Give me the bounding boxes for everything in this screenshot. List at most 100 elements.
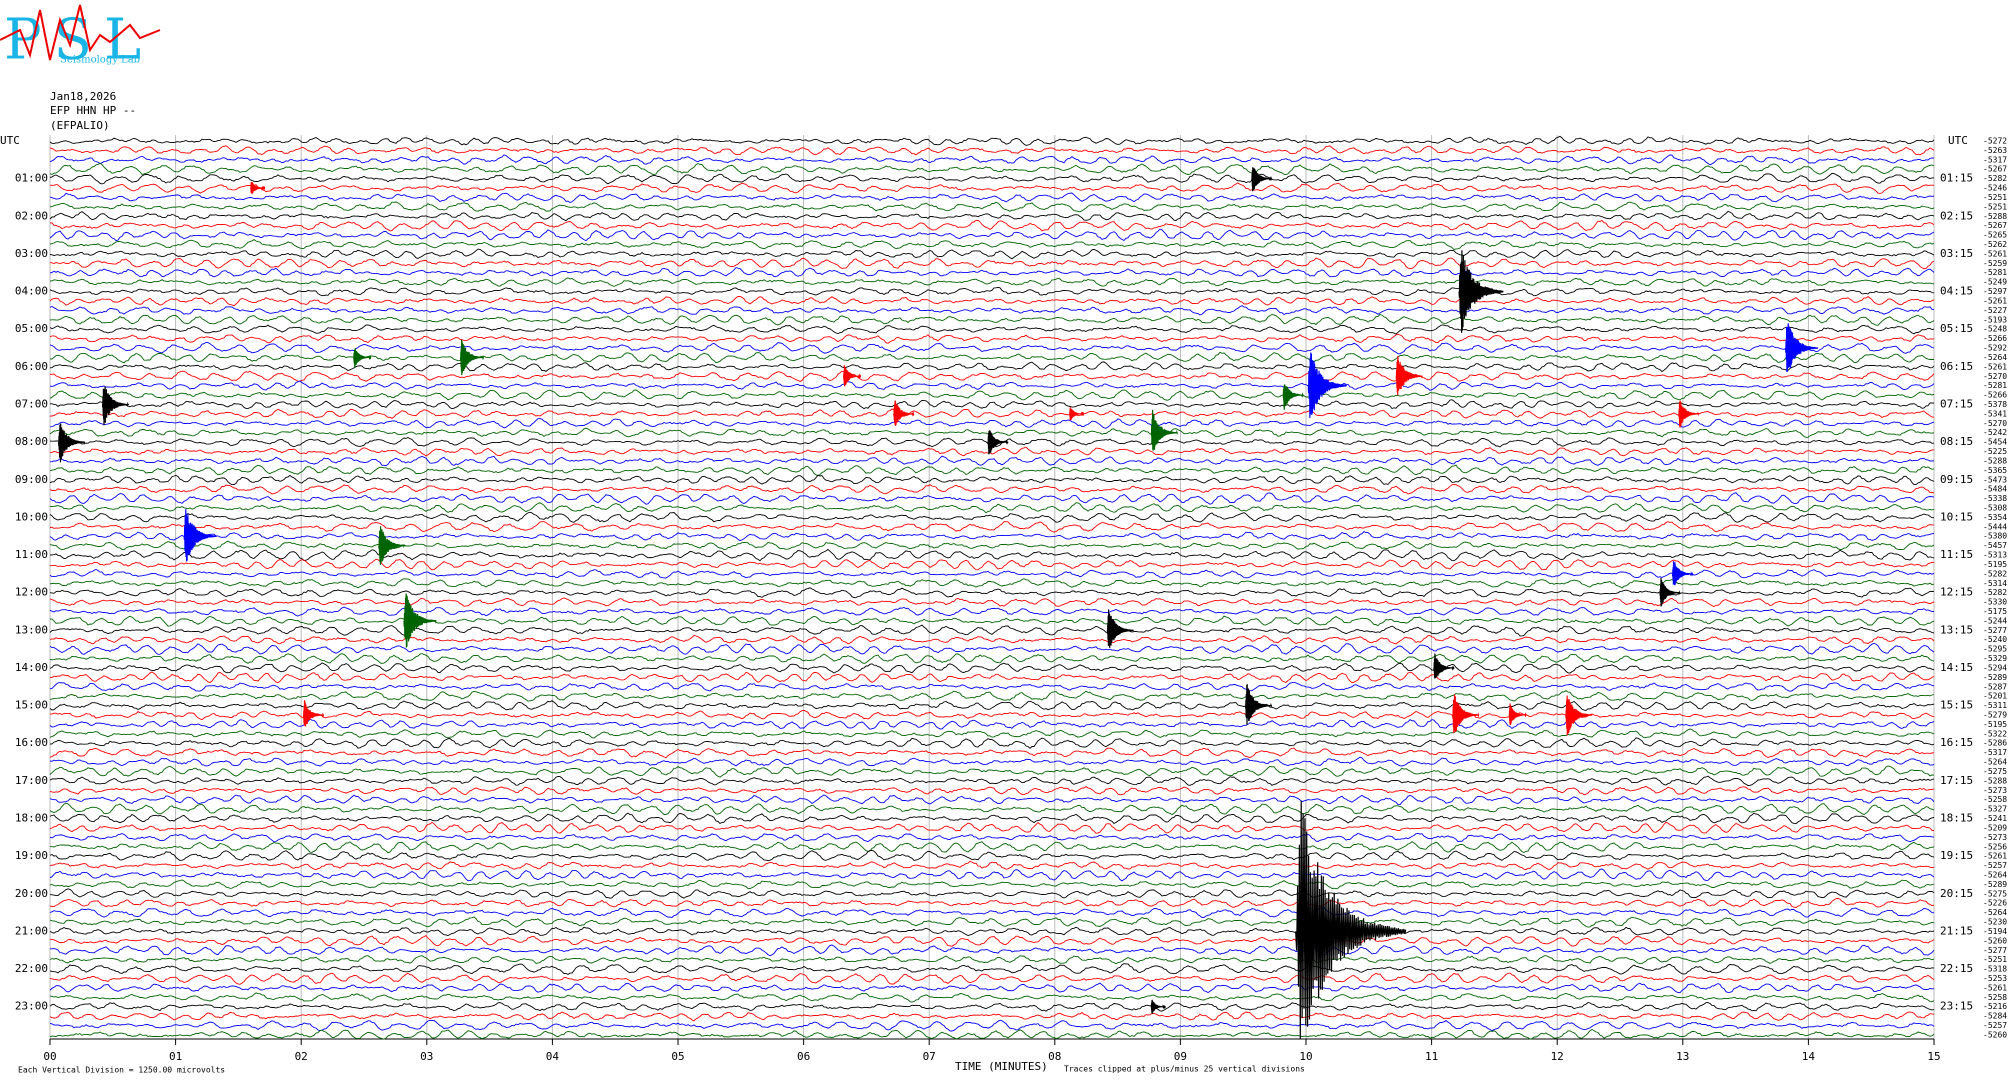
trace xyxy=(49,794,1935,806)
trace xyxy=(49,492,1935,505)
offset-label: -5259 xyxy=(1983,259,2007,268)
trace xyxy=(49,286,1935,297)
trace xyxy=(49,868,1935,882)
offset-label: -5311 xyxy=(1983,701,2007,710)
offset-label: -5378 xyxy=(1983,400,2007,409)
offset-label: -5380 xyxy=(1983,532,2007,541)
trace xyxy=(49,210,1935,222)
right-hour-label: 12:15 xyxy=(1940,586,1973,599)
trace xyxy=(49,239,1935,251)
offset-label: -5216 xyxy=(1983,1002,2007,1011)
event xyxy=(1671,561,1694,586)
event xyxy=(1659,577,1681,607)
station: EFP HHN HP -- xyxy=(50,104,136,117)
trace xyxy=(49,1011,1935,1022)
event xyxy=(1251,167,1273,192)
trace xyxy=(49,162,1935,176)
offset-label: -5484 xyxy=(1983,485,2007,494)
offset-label: -5286 xyxy=(1983,739,2007,748)
right-hour-label: 09:15 xyxy=(1940,473,1973,486)
trace xyxy=(49,606,1934,617)
trace xyxy=(49,511,1934,523)
offset-label: -5317 xyxy=(1983,155,2007,164)
offset-label: -5246 xyxy=(1983,184,2007,193)
trace xyxy=(49,418,1935,429)
offset-label: -5195 xyxy=(1983,560,2007,569)
logo: PSL Seismology Lab xyxy=(0,4,161,73)
trace xyxy=(49,408,1935,419)
offset-label: -5282 xyxy=(1983,174,2007,183)
offset-label: -5201 xyxy=(1983,692,2007,701)
trace xyxy=(49,446,1935,457)
offset-label: -5257 xyxy=(1983,1021,2007,1030)
event xyxy=(1150,999,1166,1014)
trace xyxy=(49,747,1935,759)
offset-label: -5277 xyxy=(1983,946,2007,955)
left-hour-label: 14:00 xyxy=(15,661,48,674)
offset-label: -5457 xyxy=(1983,541,2007,550)
x-tick-label: 01 xyxy=(169,1050,182,1063)
offset-label: -5258 xyxy=(1983,795,2007,804)
event xyxy=(459,339,485,376)
offset-label: -5244 xyxy=(1983,616,2007,625)
right-hour-label: 22:15 xyxy=(1940,962,1973,975)
event xyxy=(1295,800,1407,1040)
offset-label: -5240 xyxy=(1983,635,2007,644)
offset-label: -5295 xyxy=(1983,645,2007,654)
offset-label: -5264 xyxy=(1983,908,2007,917)
offset-label: -5275 xyxy=(1983,889,2007,898)
left-hour-label: 03:00 xyxy=(15,247,48,260)
trace xyxy=(49,154,1935,166)
offset-label: -5266 xyxy=(1983,391,2007,400)
trace xyxy=(49,963,1935,976)
offset-label: -5313 xyxy=(1983,551,2007,560)
left-hour-label: 04:00 xyxy=(15,285,48,298)
trace xyxy=(49,587,1935,599)
right-hour-label: 07:15 xyxy=(1940,397,1973,410)
trace xyxy=(49,257,1935,270)
offset-label: -5330 xyxy=(1983,598,2007,607)
trace xyxy=(49,558,1935,571)
trace xyxy=(49,568,1935,579)
offset-label: -5193 xyxy=(1983,315,2007,324)
trace xyxy=(49,455,1935,467)
x-tick-label: 14 xyxy=(1802,1050,1816,1063)
x-tick-label: 00 xyxy=(43,1050,56,1063)
event xyxy=(302,700,325,727)
trace xyxy=(49,399,1935,410)
trace xyxy=(49,718,1935,730)
x-tick-label: 11 xyxy=(1425,1050,1438,1063)
offset-label: -5261 xyxy=(1983,983,2007,992)
offset-label: -5308 xyxy=(1983,503,2007,512)
x-tick-label: 10 xyxy=(1299,1050,1312,1063)
offset-label: -5281 xyxy=(1983,268,2007,277)
event xyxy=(1106,609,1134,648)
trace xyxy=(49,812,1935,825)
event xyxy=(1150,409,1178,451)
trace xyxy=(49,540,1935,551)
logo-letters: PSL xyxy=(4,8,153,73)
left-hour-label: 16:00 xyxy=(15,736,48,749)
x-tick-label: 09 xyxy=(1174,1050,1187,1063)
event xyxy=(843,365,862,387)
event xyxy=(1458,250,1504,333)
trace xyxy=(49,935,1935,947)
left-hour-label: 13:00 xyxy=(15,623,48,636)
date: Jan18,2026 xyxy=(50,90,116,103)
clip-note: Traces clipped at plus/minus 25 vertical… xyxy=(1064,1065,1305,1074)
offset-label: -5341 xyxy=(1983,409,2007,418)
trace xyxy=(49,145,1935,156)
right-hour-label: 14:15 xyxy=(1940,661,1973,674)
trace xyxy=(49,464,1935,476)
right-header: UTC xyxy=(1948,134,1968,147)
offset-label: -5251 xyxy=(1983,193,2007,202)
trace xyxy=(49,982,1934,994)
right-hour-label: 10:15 xyxy=(1940,510,1973,523)
trace xyxy=(49,295,1935,307)
trace xyxy=(49,775,1935,787)
right-hour-label: 05:15 xyxy=(1940,322,1973,335)
offset-label: -5260 xyxy=(1983,936,2007,945)
left-hour-label: 10:00 xyxy=(15,510,48,523)
logo-subtitle: Seismology Lab xyxy=(60,55,140,66)
